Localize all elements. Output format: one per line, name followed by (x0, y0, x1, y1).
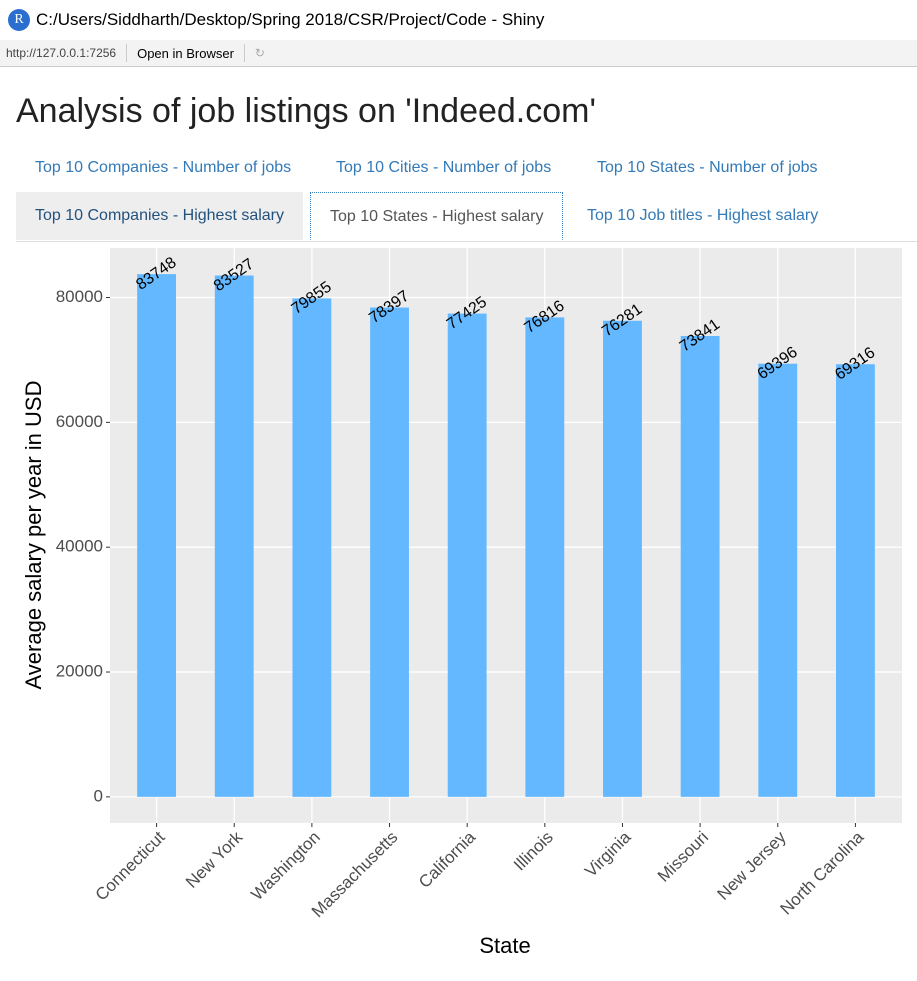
tab-active[interactable]: Top 10 States - Highest salary (310, 192, 564, 240)
y-tick-label: 40000 (56, 537, 103, 556)
bar (836, 364, 875, 797)
x-tick-label: New Jersey (714, 827, 791, 904)
open-browser[interactable]: Open in Browser (137, 45, 234, 61)
y-tick-label: 20000 (56, 662, 103, 681)
x-tick-label: Illinois (510, 828, 557, 875)
x-tick-label: Virginia (581, 827, 635, 881)
tab[interactable]: Top 10 States - Number of jobs (597, 159, 818, 176)
y-tick-label: 60000 (56, 412, 103, 431)
y-tick-label: 80000 (56, 287, 103, 306)
url-bar: http://127.0.0.1:7256 Open in Browser ↻ (0, 40, 917, 67)
tab[interactable]: Top 10 Companies - Number of jobs (35, 159, 292, 176)
bar (680, 335, 720, 797)
chart: State Average salary per year in USD 0 20… (21, 248, 902, 958)
bar (447, 313, 487, 797)
r-icon: R (8, 9, 30, 31)
bar (758, 363, 798, 797)
tab[interactable]: Top 10 Job titles - Highest salary (587, 207, 819, 224)
url: http://127.0.0.1:7256 (6, 46, 117, 60)
x-tick-label: North Carolina (776, 827, 867, 918)
bar (525, 317, 565, 797)
x-tick-label: Washington (247, 828, 323, 904)
tab-line (16, 241, 917, 242)
tab[interactable]: Top 10 Companies - Highest salary (16, 192, 304, 240)
page-title: Analysis of job listings on 'Indeed.com' (16, 92, 596, 130)
bar (137, 274, 176, 797)
bar (370, 307, 409, 797)
x-tick-label: Connecticut (92, 827, 169, 904)
window-title: C:/Users/Siddharth/Desktop/Spring 2018/C… (36, 10, 545, 29)
y-axis-title: Average salary per year in USD (21, 381, 46, 690)
title-bar: R C:/Users/Siddharth/Desktop/Spring 2018/… (0, 0, 917, 40)
bar (603, 320, 642, 797)
refresh[interactable]: ↻ (254, 46, 265, 60)
x-tick-label: Missouri (654, 828, 712, 886)
bar (214, 275, 254, 797)
y-tick-label: 0 (94, 786, 103, 805)
x-tick-label: California (415, 827, 480, 892)
x-axis-title: State (479, 933, 530, 958)
x-tick-label: New York (182, 827, 247, 892)
tab[interactable]: Top 10 Cities - Number of jobs (336, 159, 552, 176)
bar (292, 298, 332, 797)
